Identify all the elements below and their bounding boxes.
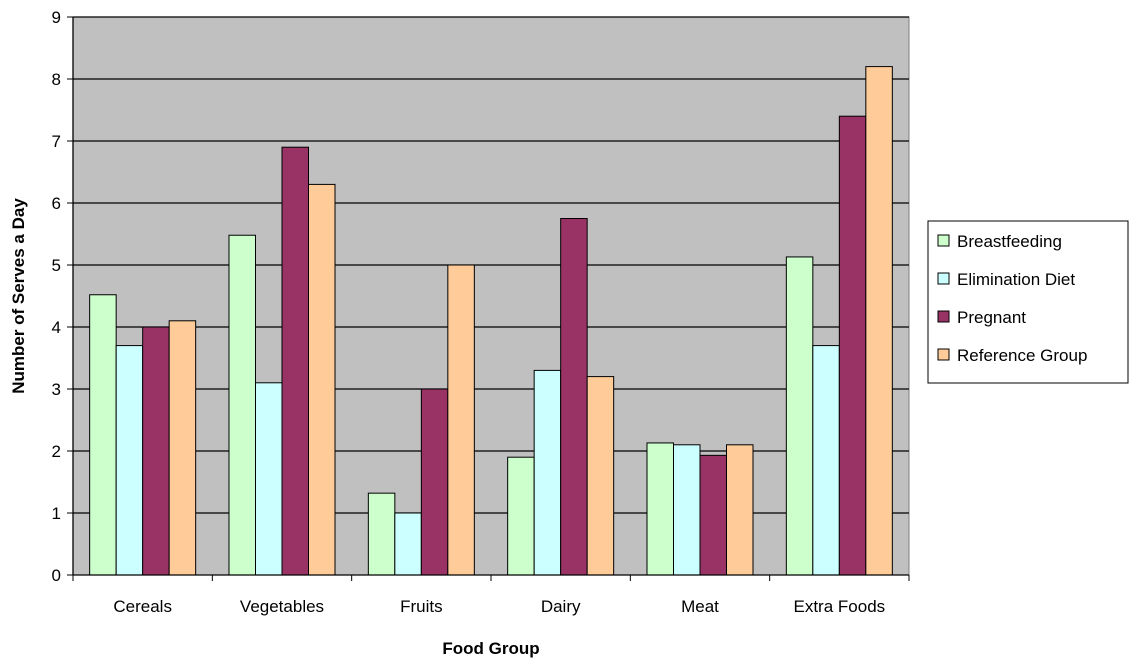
bar-reference-group-extra-foods [865, 66, 893, 576]
x-tick-label: Extra Foods [794, 597, 886, 616]
x-axis-title: Food Group [442, 639, 539, 658]
bar-breastfeeding-meat [646, 442, 674, 576]
bar-reference-group-meat [726, 444, 754, 576]
y-axis-title: Number of Serves a Day [9, 198, 28, 394]
y-tick-label: 0 [52, 566, 61, 585]
legend-box [927, 220, 1129, 384]
y-tick-label: 7 [52, 132, 61, 151]
bar-pregnant-cereals [142, 326, 170, 576]
bar-breastfeeding-extra-foods [785, 256, 814, 576]
legend-swatch [937, 310, 950, 323]
bar-reference-group-vegetables [308, 183, 336, 576]
bar-pregnant-fruits [420, 388, 449, 576]
axes [67, 16, 910, 581]
y-tick-labels: 0 1 2 3 4 5 6 7 8 9 [52, 8, 61, 585]
legend-swatch [937, 272, 950, 285]
bar-elimination-diet-vegetables [255, 382, 283, 576]
x-tick-label: Fruits [400, 597, 443, 616]
y-tick-label: 8 [52, 70, 61, 89]
bar-elimination-diet-cereals [115, 345, 144, 576]
x-tick-label: Vegetables [240, 597, 324, 616]
y-tick-label: 3 [52, 380, 61, 399]
bar-pregnant-vegetables [281, 146, 309, 576]
legend-swatch [937, 348, 950, 361]
y-tick-label: 2 [52, 442, 61, 461]
y-tick-label: 5 [52, 256, 61, 275]
bar-breastfeeding-dairy [507, 456, 535, 576]
x-tick-label: Cereals [113, 597, 172, 616]
x-tick-labels: Cereals Vegetables Fruits Dairy Meat Extra Fo… [113, 597, 885, 616]
x-tick-label: Dairy [541, 597, 581, 616]
bar-reference-group-fruits [447, 264, 475, 576]
bar-elimination-diet-meat [673, 444, 701, 576]
y-tick-label: 4 [52, 318, 61, 337]
bar-pregnant-extra-foods [838, 115, 867, 576]
legend-label: Breastfeeding [957, 232, 1062, 251]
plot-area [72, 16, 910, 576]
y-tick-label: 1 [52, 504, 61, 523]
bars [89, 66, 893, 576]
legend-swatch [937, 234, 950, 247]
bar-pregnant-dairy [560, 218, 588, 576]
y-tick-label: 6 [52, 194, 61, 213]
bar-elimination-diet-fruits [394, 512, 422, 576]
bar-reference-group-dairy [586, 376, 615, 576]
bar-pregnant-meat [699, 454, 727, 576]
bar-breastfeeding-fruits [367, 492, 396, 576]
legend: Breastfeeding Elimination Diet Pregnant Ref… [927, 220, 1129, 384]
bar-breastfeeding-vegetables [228, 234, 256, 576]
gridlines [73, 16, 909, 514]
x-tick-label: Meat [681, 597, 719, 616]
bar-elimination-diet-dairy [533, 369, 562, 576]
bar-elimination-diet-extra-foods [812, 345, 840, 576]
y-tick-label: 9 [52, 8, 61, 27]
legend-label: Pregnant [957, 308, 1026, 327]
bar-breastfeeding-cereals [89, 294, 117, 576]
legend-label: Reference Group [957, 346, 1087, 365]
bar-reference-group-cereals [168, 320, 197, 576]
legend-label: Elimination Diet [957, 270, 1075, 289]
